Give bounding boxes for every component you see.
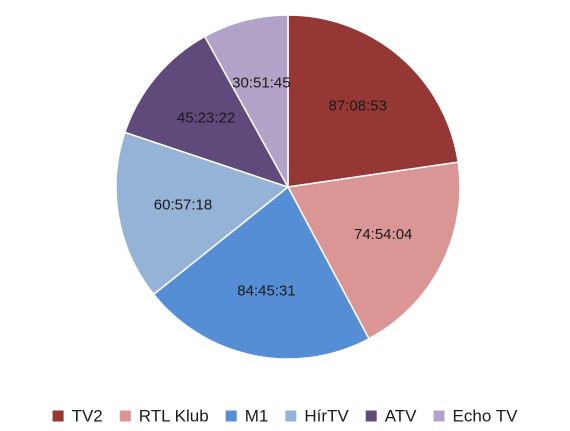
legend-item-rtl-klub: RTL Klub: [119, 406, 209, 425]
data-label-tv2: 87:08:53: [329, 97, 387, 114]
pie-slices: [115, 14, 461, 360]
legend-swatch-tv2: [52, 410, 64, 422]
legend-label-tv2: TV2: [72, 406, 103, 425]
data-label-atv: 45:23:22: [177, 110, 235, 127]
pie-slice-tv2: [287, 14, 460, 188]
pie-slice-m1: [152, 185, 370, 360]
legend-label-atv: ATV: [385, 406, 417, 425]
legend-item-atv: ATV: [365, 406, 417, 425]
legend-item-echo-tv: Echo TV: [433, 406, 519, 425]
pie-slice-rtl-klub: [286, 161, 461, 340]
legend-label-rtl-klub: RTL Klub: [139, 406, 209, 425]
data-label-rtl-klub: 74:54:04: [354, 226, 412, 243]
legend-label-hirtv: HírTV: [304, 406, 349, 425]
pie-slice-echo-tv: [203, 14, 289, 188]
legend: TV2 RTL Klub M1 HírTV ATV Echo TV: [52, 406, 519, 425]
legend-label-echo-tv: Echo TV: [453, 406, 519, 425]
legend-item-m1: M1: [225, 406, 269, 425]
legend-swatch-hirtv: [285, 410, 297, 422]
legend-swatch-m1: [225, 410, 237, 422]
slice-labels: 87:08:53 74:54:04 84:45:31 60:57:18 45:23:22…: [154, 75, 413, 300]
data-label-hirtv: 60:57:18: [154, 197, 212, 214]
legend-swatch-atv: [365, 410, 377, 422]
legend-item-hirtv: HírTV: [285, 406, 349, 425]
data-label-m1: 84:45:31: [237, 282, 295, 299]
data-label-echo-tv: 30:51:45: [232, 75, 290, 92]
legend-swatch-echo-tv: [433, 410, 445, 422]
legend-item-tv2: TV2: [52, 406, 103, 425]
legend-label-m1: M1: [245, 406, 269, 425]
pie-slice-atv: [123, 35, 290, 189]
legend-swatch-rtl-klub: [119, 410, 131, 422]
